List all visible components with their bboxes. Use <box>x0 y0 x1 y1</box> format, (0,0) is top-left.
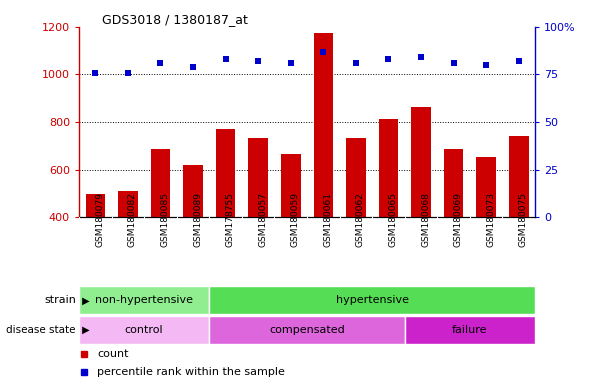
Text: count: count <box>97 349 129 359</box>
Point <box>384 56 393 62</box>
Point <box>123 70 133 76</box>
Text: GSM180082: GSM180082 <box>128 192 137 247</box>
Text: GSM180089: GSM180089 <box>193 192 202 247</box>
Text: ▶: ▶ <box>79 295 89 305</box>
Text: GSM180059: GSM180059 <box>291 192 300 247</box>
Bar <box>79 286 209 314</box>
Bar <box>379 119 398 313</box>
Bar <box>509 136 528 313</box>
Bar <box>314 33 333 313</box>
Bar <box>216 129 235 313</box>
Bar <box>209 286 535 314</box>
Point <box>221 56 230 62</box>
Point <box>286 60 295 66</box>
Text: percentile rank within the sample: percentile rank within the sample <box>97 366 285 377</box>
Text: compensated: compensated <box>269 325 345 335</box>
Text: GDS3018 / 1380187_at: GDS3018 / 1380187_at <box>102 13 247 26</box>
Text: failure: failure <box>452 325 488 335</box>
Text: disease state: disease state <box>7 325 76 335</box>
Bar <box>209 316 405 344</box>
Bar <box>118 191 137 313</box>
Bar <box>86 194 105 313</box>
Bar <box>405 316 535 344</box>
Point <box>482 62 491 68</box>
Text: ▶: ▶ <box>79 325 89 335</box>
Bar <box>444 149 463 313</box>
Text: GSM180062: GSM180062 <box>356 192 365 247</box>
Text: GSM180061: GSM180061 <box>323 192 333 247</box>
Bar <box>79 316 209 344</box>
Text: control: control <box>125 325 164 335</box>
Bar <box>183 165 203 313</box>
Point <box>416 54 426 60</box>
Bar <box>249 137 268 313</box>
Text: GSM178755: GSM178755 <box>226 192 235 247</box>
Point <box>351 60 361 66</box>
Text: strain: strain <box>44 295 76 305</box>
Text: hypertensive: hypertensive <box>336 295 409 305</box>
Text: GSM180079: GSM180079 <box>95 192 105 247</box>
Text: GSM180085: GSM180085 <box>161 192 170 247</box>
Point <box>514 58 523 64</box>
Point <box>188 64 198 70</box>
Text: GSM180069: GSM180069 <box>454 192 463 247</box>
Text: GSM180075: GSM180075 <box>519 192 528 247</box>
Point <box>319 48 328 55</box>
Point <box>449 60 458 66</box>
Text: GSM180068: GSM180068 <box>421 192 430 247</box>
Bar <box>281 154 300 313</box>
Text: non-hypertensive: non-hypertensive <box>95 295 193 305</box>
Text: GSM180073: GSM180073 <box>486 192 495 247</box>
Bar <box>411 107 431 313</box>
Point <box>91 70 100 76</box>
Bar <box>346 137 365 313</box>
Text: GSM180065: GSM180065 <box>389 192 398 247</box>
Bar <box>477 157 496 313</box>
Point <box>156 60 165 66</box>
Bar <box>151 149 170 313</box>
Text: GSM180057: GSM180057 <box>258 192 267 247</box>
Point <box>254 58 263 64</box>
